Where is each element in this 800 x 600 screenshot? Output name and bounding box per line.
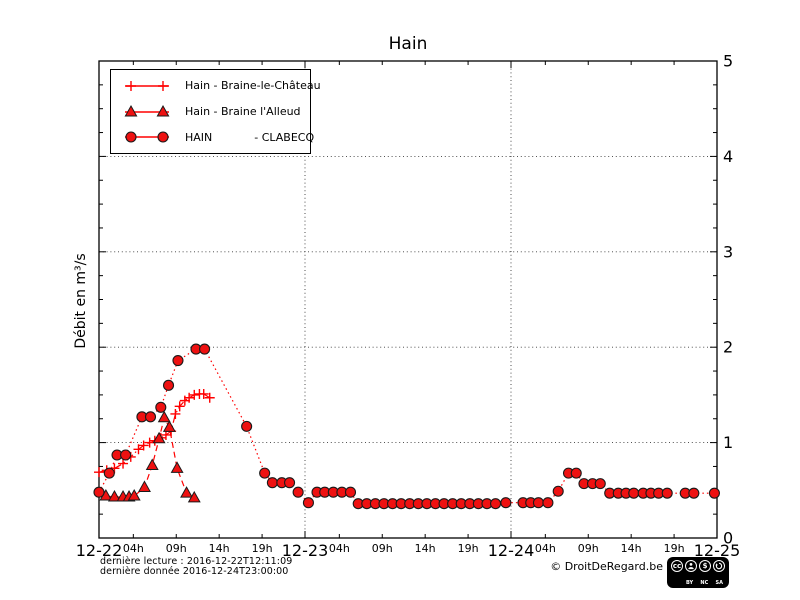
svg-text:14h: 14h <box>621 542 642 555</box>
legend-label: Hain - Braine-le-Château <box>185 79 321 93</box>
svg-text:0: 0 <box>723 529 733 548</box>
legend-label: HAIN - CLABECQ <box>185 130 315 144</box>
svg-text:19h: 19h <box>252 542 273 555</box>
svg-text:12-24: 12-24 <box>488 541 535 560</box>
legend-item-braine-le-chateau: Hain - Braine-le-Château <box>121 74 321 98</box>
series-1 <box>99 410 201 503</box>
cc-sa-label: SA <box>715 580 723 586</box>
cc-labels-row: BY NC SA <box>671 581 725 586</box>
svg-text:3: 3 <box>723 242 733 261</box>
legend-marker-plus-icon <box>125 80 169 91</box>
axis-ticks <box>98 60 718 539</box>
svg-text:12-23: 12-23 <box>282 541 329 560</box>
x-tick-labels: 12-22 12-23 12-24 12-25 04h 09h 14h 19h 04h 09h 14… <box>76 541 741 560</box>
y-tick-labels: 0 1 2 3 4 5 <box>723 52 733 548</box>
svg-text:04h: 04h <box>123 542 144 555</box>
chart-title: Hain <box>388 34 428 54</box>
svg-text:2: 2 <box>723 338 733 357</box>
legend: Hain - Braine-le-Château Hain - Braine l… <box>110 69 321 154</box>
svg-text:19h: 19h <box>458 542 479 555</box>
svg-text:4: 4 <box>723 147 733 166</box>
svg-text:19h: 19h <box>664 542 685 555</box>
legend-marker-triangle-icon <box>124 104 170 116</box>
svg-text:14h: 14h <box>415 542 436 555</box>
cc-license-badge[interactable]: cc $ BY NC SA <box>667 557 729 588</box>
cc-nc-dollar-icon: $ <box>699 560 711 572</box>
y-axis-label: Débit en m³/s <box>73 253 89 349</box>
last-reading-timestamp: dernière lecture : 2016-12-22T12:11:09 <box>100 556 293 567</box>
svg-text:12-22: 12-22 <box>76 541 123 560</box>
svg-text:14h: 14h <box>209 542 230 555</box>
cc-logo-icon: cc <box>671 560 683 572</box>
cc-icons-row: cc $ <box>671 560 725 572</box>
cc-by-label: BY <box>686 580 694 586</box>
svg-text:1: 1 <box>723 433 733 452</box>
cc-by-person-icon <box>685 560 697 572</box>
svg-text:09h: 09h <box>166 542 187 555</box>
svg-text:04h: 04h <box>329 542 350 555</box>
copyright-link[interactable]: © DroitDeRegard.be <box>550 560 663 573</box>
series-2 <box>93 343 720 510</box>
legend-marker-circle-icon <box>125 131 169 143</box>
cc-sa-arrow-icon <box>713 560 725 572</box>
last-data-timestamp: dernière donnée 2016-12-24T23:00:00 <box>100 566 289 577</box>
cc-nc-label: NC <box>700 580 709 586</box>
svg-text:04h: 04h <box>535 542 556 555</box>
svg-text:09h: 09h <box>578 542 599 555</box>
svg-text:09h: 09h <box>372 542 393 555</box>
legend-item-clabecq: HAIN - CLABECQ <box>121 125 314 149</box>
series-0 <box>94 388 215 478</box>
legend-label: Hain - Braine l'Alleud <box>185 105 301 118</box>
legend-item-braine-l-alleud: Hain - Braine l'Alleud <box>121 100 310 124</box>
svg-text:5: 5 <box>723 52 733 71</box>
svg-text:12-25: 12-25 <box>694 541 741 560</box>
